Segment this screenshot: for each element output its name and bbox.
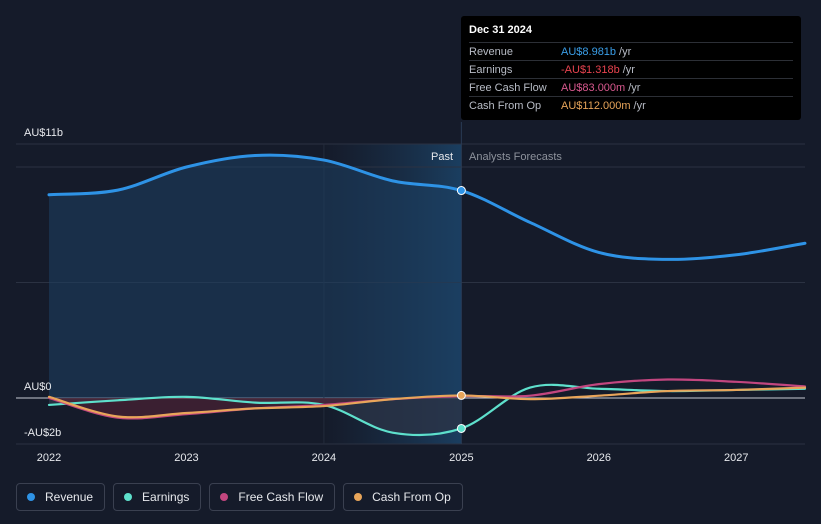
- revenue-area: [49, 155, 462, 398]
- tooltip-row-revenue: Revenue AU$8.981b /yr: [469, 42, 793, 60]
- tooltip-row-unit: /yr: [622, 63, 635, 76]
- legend-label: Revenue: [45, 490, 94, 504]
- legend-label: Earnings: [142, 490, 190, 504]
- legend-item-free-cash-flow[interactable]: Free Cash Flow: [209, 483, 336, 511]
- legend-dot-icon: [354, 493, 363, 501]
- revenue-line: [47, 153, 807, 261]
- cash-from-op-marker: [456, 390, 466, 400]
- tooltip-row-unit: /yr: [619, 45, 632, 58]
- past-label: Past: [431, 151, 453, 163]
- tooltip-date: Dec 31 2024: [469, 24, 532, 36]
- y-label-zero: AU$0: [24, 381, 52, 393]
- cash-from-op-line: [47, 386, 807, 419]
- legend-dot-icon: [27, 493, 35, 501]
- tooltip-markers: [456, 186, 466, 433]
- x-tick-label: 2025: [449, 452, 473, 464]
- tooltip-row-value: AU$83.000m: [561, 81, 626, 94]
- tooltip-row-value: AU$112.000m: [561, 99, 631, 112]
- data-tooltip: Dec 31 2024 Revenue AU$8.981b /yr Earnin…: [461, 16, 801, 120]
- forecast-label: Analysts Forecasts: [469, 151, 562, 163]
- legend-dot-icon: [220, 493, 229, 501]
- y-label-bottom: -AU$2b: [24, 427, 61, 439]
- x-tick-label: 2022: [37, 452, 61, 464]
- legend-item-earnings[interactable]: Earnings: [113, 483, 202, 511]
- tooltip-row-name: Cash From Op: [469, 99, 542, 112]
- tooltip-row-unit: /yr: [633, 99, 646, 112]
- y-label-top: AU$11b: [24, 127, 63, 139]
- legend-label: Cash From Op: [372, 490, 451, 504]
- earnings-area: [49, 396, 462, 434]
- tooltip-row-name: Earnings: [469, 63, 513, 76]
- tooltip-row-cash-from-op: Cash From Op AU$112.000m /yr: [469, 96, 793, 114]
- legend-item-revenue[interactable]: Revenue: [16, 483, 106, 511]
- legend-label: Free Cash Flow: [238, 490, 324, 504]
- earnings-marker: [456, 423, 466, 433]
- x-tick-label: 2026: [587, 452, 611, 464]
- x-tick-label: 2024: [312, 452, 336, 464]
- tooltip-row-value: -AU$1.318b: [561, 63, 620, 76]
- legend-item-cash-from-op[interactable]: Cash From Op: [343, 483, 463, 511]
- series-areas: [49, 155, 462, 434]
- tooltip-row-unit: /yr: [628, 81, 641, 94]
- tooltip-row-earnings: Earnings -AU$1.318b /yr: [469, 60, 793, 78]
- x-axis-ticks: 2022 2023 2024 2025 2026 2027: [37, 452, 749, 464]
- revenue-marker: [456, 186, 466, 196]
- series-lines: [47, 153, 807, 437]
- tooltip-row-free-cash-flow: Free Cash Flow AU$83.000m /yr: [469, 78, 793, 96]
- chart-legend: Revenue Earnings Free Cash Flow Cash Fro…: [16, 483, 463, 511]
- tooltip-row-name: Revenue: [469, 45, 514, 58]
- axis-labels: AU$11b AU$0 -AU$2b Past Analysts Forecas…: [24, 127, 562, 439]
- tooltip-row-name: Free Cash Flow: [469, 81, 547, 94]
- x-tick-label: 2027: [724, 452, 748, 464]
- legend-dot-icon: [124, 493, 133, 501]
- x-tick-label: 2023: [174, 452, 198, 464]
- tooltip-row-value: AU$8.981b: [561, 45, 617, 58]
